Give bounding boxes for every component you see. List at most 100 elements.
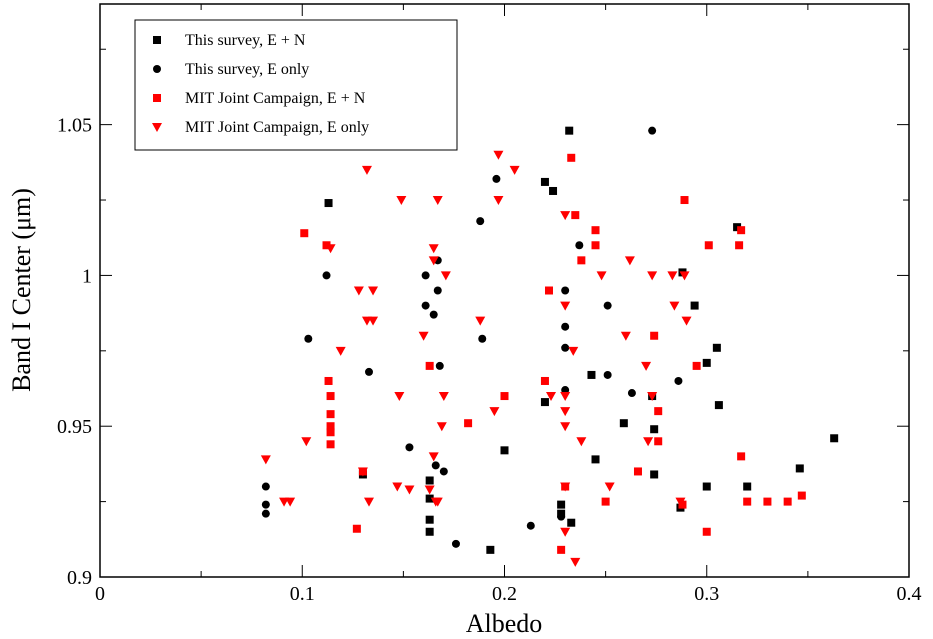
data-point-series-1 <box>365 368 373 376</box>
data-point-series-2 <box>353 525 361 533</box>
data-point-series-3 <box>625 256 635 265</box>
data-point-series-2 <box>654 407 662 415</box>
data-point-series-3 <box>560 528 570 537</box>
data-point-series-0 <box>426 476 434 484</box>
legend-label-this-survey-en: This survey, E + N <box>185 32 306 49</box>
data-point-series-3 <box>597 271 607 280</box>
data-point-series-2 <box>592 226 600 234</box>
data-point-series-0 <box>592 455 600 463</box>
data-point-series-0 <box>567 519 575 527</box>
data-point-series-2 <box>654 437 662 445</box>
data-point-series-3 <box>643 437 653 446</box>
data-point-series-3 <box>285 498 295 507</box>
legend-marker-2 <box>153 94 161 102</box>
data-point-series-1 <box>561 323 569 331</box>
data-point-series-2 <box>602 498 610 506</box>
data-point-series-1 <box>436 362 444 370</box>
data-point-series-3 <box>419 332 429 341</box>
data-point-series-3 <box>570 558 580 567</box>
data-point-series-3 <box>261 455 271 464</box>
data-point-series-2 <box>763 498 771 506</box>
data-point-series-1 <box>434 287 442 295</box>
data-point-series-3 <box>669 302 679 311</box>
legend-marker-1 <box>153 65 161 73</box>
data-point-series-3 <box>605 483 615 492</box>
data-point-series-3 <box>404 486 414 495</box>
data-point-series-3 <box>439 392 449 401</box>
data-point-series-2 <box>737 226 745 234</box>
data-point-series-2 <box>681 196 689 204</box>
data-point-series-2 <box>798 492 806 500</box>
data-point-series-3 <box>568 347 578 356</box>
data-point-series-0 <box>501 446 509 454</box>
data-point-series-3 <box>510 166 520 175</box>
data-point-series-3 <box>396 196 406 205</box>
data-point-series-3 <box>493 196 503 205</box>
data-point-series-1 <box>628 389 636 397</box>
data-point-series-1 <box>323 271 331 279</box>
y-axis-title: Band I Center (μm) <box>7 188 36 392</box>
y-tick-label: 0.9 <box>67 567 92 589</box>
x-tick-label: 0.3 <box>694 583 719 605</box>
data-point-series-0 <box>796 464 804 472</box>
data-point-series-2 <box>541 377 549 385</box>
data-point-series-3 <box>425 486 435 495</box>
data-point-series-1 <box>674 377 682 385</box>
data-point-series-3 <box>475 317 485 326</box>
data-point-series-2 <box>557 546 565 554</box>
data-point-series-1 <box>304 335 312 343</box>
data-point-series-0 <box>691 302 699 310</box>
data-point-series-0 <box>587 371 595 379</box>
data-point-series-1 <box>604 371 612 379</box>
data-point-series-2 <box>592 241 600 249</box>
data-point-series-1 <box>527 522 535 530</box>
data-point-series-1 <box>405 443 413 451</box>
data-point-series-2 <box>693 362 701 370</box>
data-point-series-2 <box>501 392 509 400</box>
data-point-series-1 <box>430 311 438 319</box>
data-point-series-2 <box>464 419 472 427</box>
data-point-series-1 <box>604 302 612 310</box>
data-point-series-3 <box>433 196 443 205</box>
data-point-series-1 <box>262 510 270 518</box>
data-point-series-2 <box>325 377 333 385</box>
data-points <box>261 127 838 567</box>
data-point-series-2 <box>737 452 745 460</box>
data-point-series-2 <box>650 332 658 340</box>
data-point-series-2 <box>705 241 713 249</box>
data-point-series-2 <box>300 229 308 237</box>
data-point-series-0 <box>549 187 557 195</box>
data-point-series-0 <box>486 546 494 554</box>
data-point-series-0 <box>557 501 565 509</box>
x-tick-label: 0.2 <box>492 583 517 605</box>
data-point-series-3 <box>560 302 570 311</box>
legend-label-mit-e: MIT Joint Campaign, E only <box>185 119 369 136</box>
data-point-series-3 <box>682 317 692 326</box>
data-point-series-1 <box>422 271 430 279</box>
data-point-series-0 <box>713 344 721 352</box>
data-point-series-1 <box>422 302 430 310</box>
data-point-series-1 <box>575 241 583 249</box>
data-point-series-3 <box>647 271 657 280</box>
data-point-series-0 <box>743 483 751 491</box>
data-point-series-3 <box>392 483 402 492</box>
legend-label-mit-en: MIT Joint Campaign, E + N <box>185 90 366 107</box>
data-point-series-3 <box>560 407 570 416</box>
data-point-series-0 <box>426 516 434 524</box>
y-tick-label: 0.95 <box>57 416 92 438</box>
data-point-series-3 <box>394 392 404 401</box>
data-point-series-0 <box>541 398 549 406</box>
data-point-series-3 <box>489 407 499 416</box>
data-point-series-3 <box>621 332 631 341</box>
data-point-series-0 <box>703 359 711 367</box>
data-point-series-2 <box>327 410 335 418</box>
data-point-series-2 <box>327 428 335 436</box>
data-point-series-0 <box>620 419 628 427</box>
data-point-series-2 <box>735 241 743 249</box>
data-point-series-0 <box>650 470 658 478</box>
data-point-series-0 <box>650 425 658 433</box>
x-tick-label: 0.1 <box>290 583 315 605</box>
data-point-series-2 <box>567 154 575 162</box>
x-axis-title: Albedo <box>466 609 543 638</box>
